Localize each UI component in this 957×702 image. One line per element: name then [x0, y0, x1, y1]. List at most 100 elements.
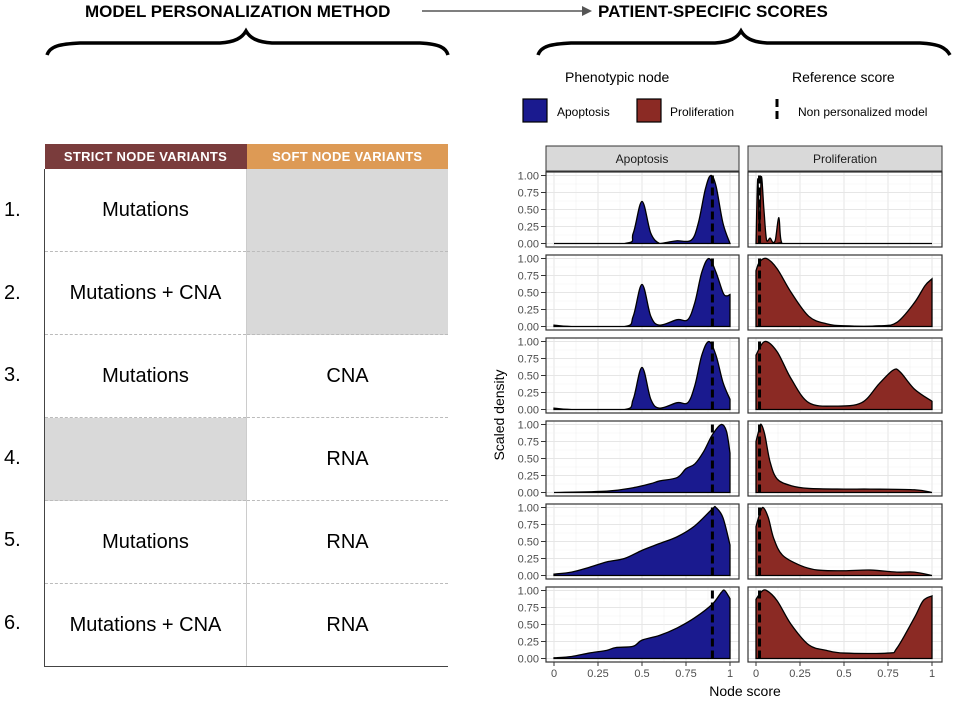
x-tick-label: 0.25	[789, 668, 810, 680]
x-tick-label: 0.5	[836, 668, 851, 680]
panel-border	[747, 337, 943, 414]
strict-cell: Mutations	[44, 334, 247, 418]
density-area-proliferation	[755, 423, 933, 494]
y-tick-label: 1.00	[518, 420, 539, 432]
y-tick-label: 0.25	[518, 471, 539, 483]
y-tick-label: 1.00	[518, 337, 539, 349]
density-area-apoptosis	[553, 257, 731, 328]
density-area-apoptosis	[553, 340, 731, 411]
panel-border	[747, 171, 943, 248]
panel-border	[747, 420, 943, 497]
row-number: 3.	[4, 364, 21, 386]
y-tick-label: 0.75	[518, 354, 539, 366]
row-number: 1.	[4, 199, 21, 221]
y-tick-label: 0.75	[518, 520, 539, 532]
y-tick-label: 0.00	[518, 488, 539, 500]
x-tick-label: 1	[929, 668, 935, 680]
y-tick-label: 0.75	[518, 437, 539, 449]
soft-cell: RNA	[246, 417, 448, 501]
density-area-proliferation	[755, 257, 933, 328]
x-tick-label: 0.5	[634, 668, 649, 680]
panel-border	[747, 503, 943, 580]
facet-label-apoptosis: Apoptosis	[616, 152, 669, 166]
y-tick-label: 0.00	[518, 405, 539, 417]
arrow-icon	[422, 6, 592, 16]
y-tick-label: 1.00	[518, 586, 539, 598]
row-number: 4.	[4, 447, 21, 469]
y-tick-label: 0.50	[518, 537, 539, 549]
table-row: Mutations CNA	[44, 334, 448, 418]
panel-border	[545, 337, 740, 414]
strict-cell: Mutations	[44, 169, 247, 252]
table-row: Mutations	[44, 169, 448, 252]
x-axis-title: Node score	[709, 683, 781, 699]
row-number: 2.	[4, 282, 21, 304]
panel-border	[747, 254, 943, 331]
strict-cell: Mutations	[44, 500, 247, 584]
soft-cell: CNA	[246, 334, 448, 418]
legend-proliferation-label: Proliferation	[670, 105, 734, 119]
y-tick-label: 0.75	[518, 271, 539, 283]
y-tick-label: 0.50	[518, 288, 539, 300]
legend-reference-label: Non personalized model	[798, 105, 927, 119]
legend-apoptosis-swatch	[522, 98, 548, 123]
facet-strip-proliferation	[747, 145, 943, 172]
y-tick-label: 0.75	[518, 603, 539, 615]
strict-header: STRICT NODE VARIANTS	[44, 144, 247, 169]
density-area-proliferation	[755, 340, 933, 411]
y-tick-label: 0.25	[518, 554, 539, 566]
right-title: PATIENT-SPECIFIC SCORES	[598, 2, 828, 21]
y-tick-label: 0.50	[518, 205, 539, 217]
density-area-proliferation	[755, 506, 933, 577]
y-tick-label: 0.00	[518, 322, 539, 334]
panel-border	[545, 254, 740, 331]
legend-ref-title: Reference score	[792, 69, 895, 85]
table-row: Mutations RNA	[44, 500, 448, 584]
panel-border	[747, 586, 943, 663]
panel-border	[545, 420, 740, 497]
left-brace	[45, 27, 450, 56]
strict-cell: Mutations + CNA	[44, 583, 247, 667]
y-tick-label: 0.75	[518, 188, 539, 200]
soft-cell: RNA	[246, 583, 448, 667]
y-tick-label: 0.50	[518, 620, 539, 632]
legend-apoptosis-label: Apoptosis	[557, 105, 610, 119]
soft-cell	[246, 169, 448, 252]
soft-cell	[246, 251, 448, 335]
soft-cell: RNA	[246, 500, 448, 584]
right-brace	[536, 27, 952, 56]
y-tick-label: 0.25	[518, 637, 539, 649]
density-area-apoptosis	[553, 505, 731, 577]
y-tick-label: 1.00	[518, 503, 539, 515]
x-tick-label: 0.75	[675, 668, 696, 680]
left-title: MODEL PERSONALIZATION METHOD	[85, 2, 391, 21]
legend-node-title: Phenotypic node	[565, 69, 670, 85]
legend-proliferation-swatch	[636, 98, 662, 123]
density-area-apoptosis	[553, 589, 731, 660]
y-tick-label: 0.25	[518, 388, 539, 400]
panel-border	[545, 171, 740, 248]
density-area-proliferation	[755, 589, 933, 660]
x-tick-label: 0.75	[877, 668, 898, 680]
y-tick-label: 0.00	[518, 571, 539, 583]
row-number: 6.	[4, 612, 21, 634]
y-tick-label: 0.25	[518, 222, 539, 234]
soft-header: SOFT NODE VARIANTS	[246, 144, 448, 169]
density-area-apoptosis	[553, 174, 731, 245]
strict-cell: Mutations + CNA	[44, 251, 247, 335]
y-tick-label: 0.50	[518, 454, 539, 466]
y-tick-label: 0.25	[518, 305, 539, 317]
x-tick-label: 1	[727, 668, 733, 680]
panel-border	[545, 503, 740, 580]
y-tick-label: 1.00	[518, 254, 539, 266]
y-axis-title: Scaled density	[491, 369, 507, 460]
x-tick-label: 0.25	[587, 668, 608, 680]
facet-strip-apoptosis	[545, 145, 740, 172]
x-tick-label: 0	[753, 668, 759, 680]
facet-label-proliferation: Proliferation	[813, 152, 877, 166]
density-area-apoptosis	[553, 423, 731, 494]
y-tick-label: 0.50	[518, 371, 539, 383]
y-tick-label: 0.00	[518, 654, 539, 666]
row-number: 5.	[4, 529, 21, 551]
